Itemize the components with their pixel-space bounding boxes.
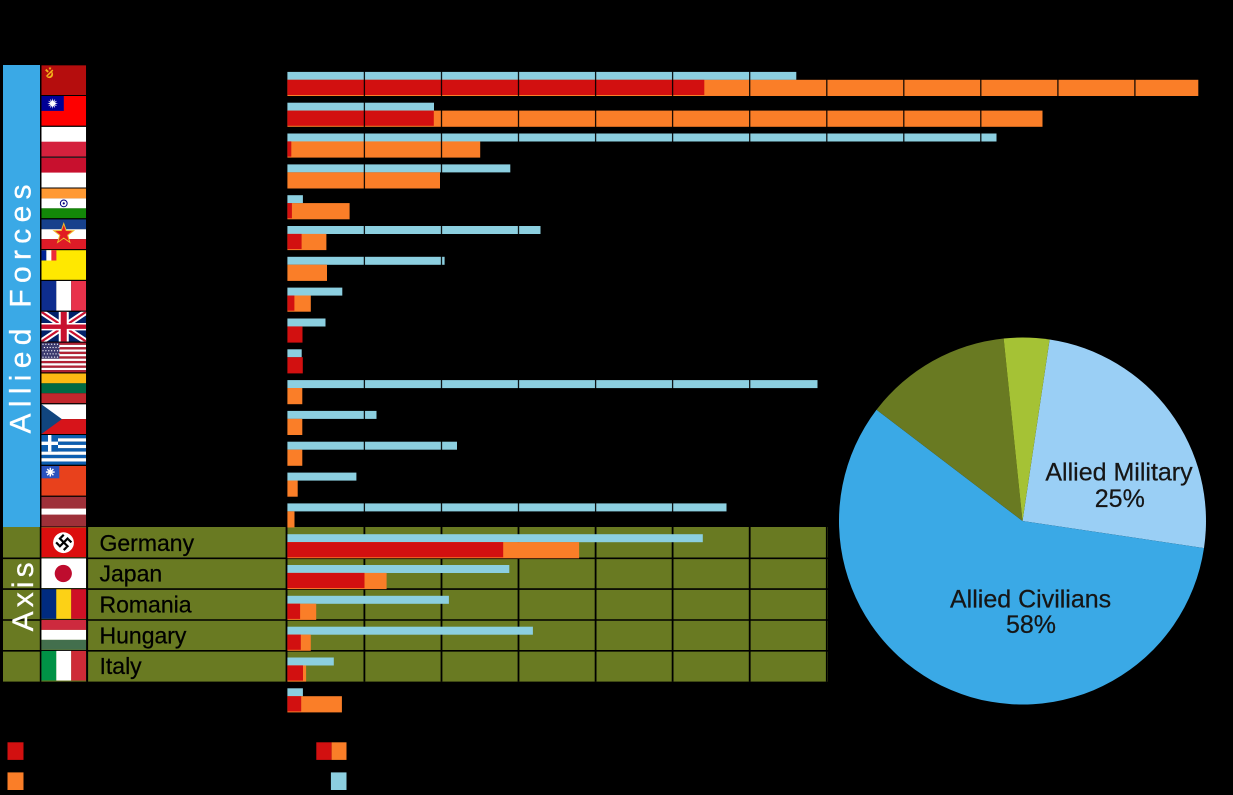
svg-text:Romania: Romania (100, 591, 192, 617)
svg-text:Axis: Axis (7, 558, 40, 631)
svg-text:Allied Civilians: Allied Civilians (950, 585, 1111, 613)
svg-text:Japan: Japan (100, 561, 163, 587)
svg-text:58%: 58% (1006, 611, 1056, 639)
svg-text:25%: 25% (1095, 485, 1145, 513)
svg-text:Hungary: Hungary (100, 622, 187, 648)
svg-text:Allied Military: Allied Military (1045, 459, 1193, 487)
svg-text:Italy: Italy (100, 653, 143, 679)
svg-text:Germany: Germany (100, 530, 195, 556)
svg-text:Allied Forces: Allied Forces (5, 178, 38, 433)
